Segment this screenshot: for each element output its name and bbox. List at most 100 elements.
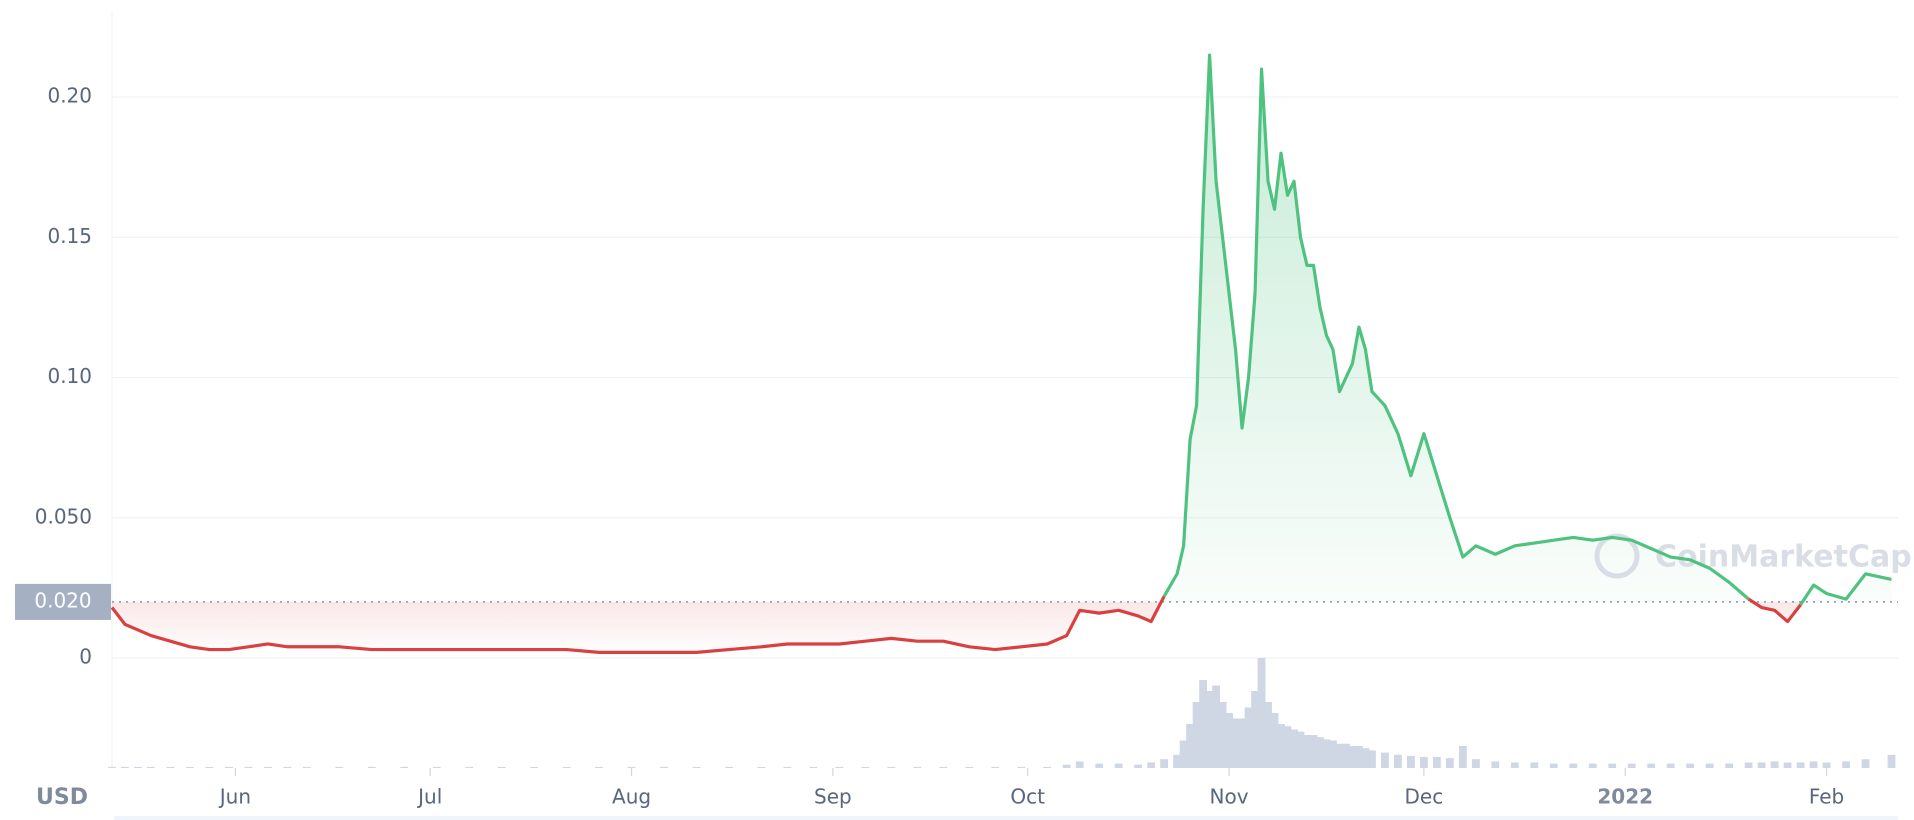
y-tick-label: 0 (79, 645, 92, 669)
x-tick-label: Jul (416, 785, 442, 809)
volume-bar (692, 766, 701, 768)
volume-bar (432, 766, 441, 768)
volume-bar (1095, 763, 1104, 768)
volume-bar (965, 766, 974, 768)
volume-bar (809, 766, 818, 768)
x-tick-label: Sep (814, 785, 852, 809)
volume-bar (913, 766, 922, 768)
volume-bar (861, 766, 870, 768)
volume-bar (1588, 763, 1597, 768)
baseline-label: 0.020 (34, 588, 91, 612)
x-tick-label: Oct (1010, 785, 1045, 809)
volume-bar (1257, 658, 1266, 768)
volume-bar (367, 766, 376, 768)
x-tick-label: Aug (612, 785, 651, 809)
volume-bar (1309, 735, 1318, 768)
volume-bar (1342, 743, 1350, 768)
volume-bar (1303, 735, 1311, 768)
navigator-strip (114, 816, 1898, 820)
volume-bar (1348, 746, 1357, 768)
volume-bar (1394, 754, 1402, 768)
volume-bar (134, 766, 142, 768)
y-tick-label: 0.20 (47, 84, 92, 108)
volume-bar (1179, 740, 1188, 768)
volume-bar (1458, 746, 1467, 768)
volume-bar (991, 766, 1000, 768)
volume-bar (1530, 762, 1539, 768)
x-tick-label: 2022 (1597, 785, 1653, 809)
volume-bar (1251, 691, 1259, 768)
volume-bar (1062, 764, 1071, 768)
volume-bar (1510, 762, 1519, 768)
volume-bar (465, 766, 474, 768)
volume-bar (1329, 740, 1337, 768)
volume-bar (1238, 718, 1246, 768)
volume-bar (595, 766, 603, 768)
volume-bar (1147, 762, 1156, 768)
volume-bar (1887, 754, 1896, 768)
volume-bar (1368, 750, 1376, 768)
volume-bar (627, 766, 636, 768)
volume-bar (147, 766, 155, 768)
volume-bar (302, 766, 311, 768)
volume-bar (1686, 763, 1695, 768)
volume-bar (225, 766, 233, 768)
volume-bar (1355, 746, 1363, 768)
volume-bar (939, 766, 948, 768)
volume-bar (783, 766, 792, 768)
volume-bar (497, 766, 506, 768)
volume-bar (1017, 766, 1026, 768)
volume-bar (335, 766, 344, 768)
volume-bar (1192, 702, 1201, 768)
volume-bar (1705, 763, 1714, 768)
volume-bar (835, 766, 844, 768)
volume-bar (1757, 762, 1766, 768)
x-tick-label: Dec (1405, 785, 1444, 809)
y-tick-label: 0.050 (35, 504, 92, 528)
watermark-logo (1594, 533, 1640, 579)
volume-bar (562, 766, 571, 768)
volume-bar (283, 766, 292, 768)
volume-bar (660, 766, 668, 768)
volume-bar (1842, 761, 1850, 768)
volume-bar (1549, 763, 1558, 768)
volume-bar (1264, 702, 1272, 768)
volume-bar (1627, 763, 1636, 768)
volume-bar (1796, 762, 1805, 768)
volume-bar (1270, 713, 1279, 768)
y-tick-label: 0.15 (47, 224, 92, 248)
volume-bar (121, 766, 129, 768)
volume-bar (1186, 724, 1194, 768)
x-tick-label: Nov (1210, 785, 1249, 809)
volume-bar (108, 766, 116, 768)
price-line (1799, 572, 1892, 606)
volume-bar (1420, 757, 1428, 768)
volume-bar (1199, 680, 1207, 768)
y-tick-label: 0.10 (47, 364, 92, 388)
volume-bar (1471, 759, 1480, 768)
volume-bar (1608, 763, 1617, 768)
volume-bar (1569, 763, 1578, 768)
price-area (112, 55, 1892, 653)
volume-bar (1861, 759, 1870, 768)
volume-bar (1361, 748, 1370, 768)
volume-bar (1225, 713, 1233, 768)
volume-bar (757, 766, 766, 768)
volume-bar (1335, 743, 1344, 768)
volume-bar (1381, 752, 1389, 768)
volume-bar (1647, 763, 1656, 768)
baseline-label-box (15, 583, 111, 620)
volume-bar (1725, 763, 1734, 768)
volume-bar (1322, 739, 1331, 768)
currency-label: USD (36, 785, 88, 810)
volume-bar (725, 766, 733, 768)
volume-bar (1770, 761, 1779, 768)
price-line (1747, 597, 1802, 624)
price-line (110, 595, 1166, 654)
volume-bar (1075, 761, 1084, 768)
volume-bar (1043, 766, 1052, 768)
volume-bar (1205, 691, 1214, 768)
volume-bar (1160, 759, 1169, 768)
volume-bar (1809, 761, 1818, 768)
